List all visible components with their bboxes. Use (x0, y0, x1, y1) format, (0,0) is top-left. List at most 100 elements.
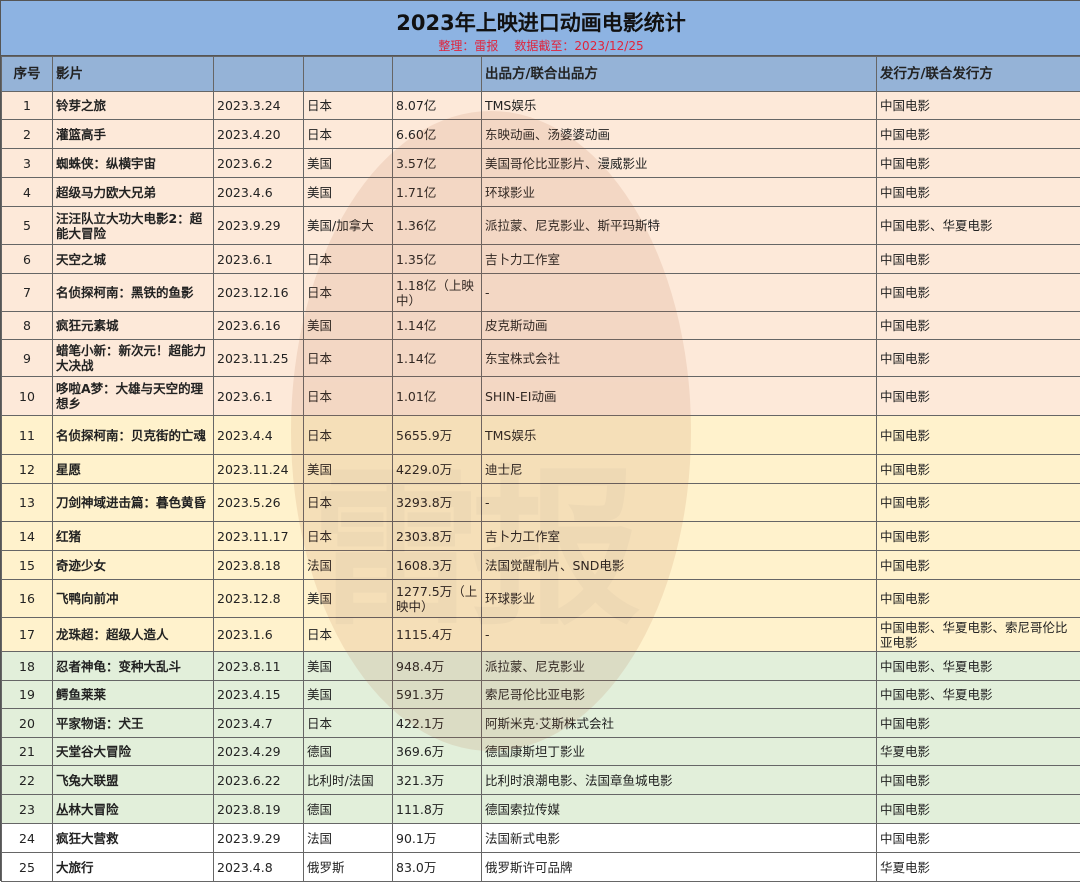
cell-film: 天堂谷大冒险 (53, 738, 214, 766)
cell-producer: - (482, 274, 877, 312)
cell-producer: 美国哥伦比亚影片、漫威影业 (482, 149, 877, 178)
cell-date: 2023.11.25 (214, 340, 304, 377)
cell-country: 美国 (304, 455, 393, 484)
cell-distributor: 中国电影 (877, 377, 1080, 416)
cell-distributor: 中国电影 (877, 455, 1080, 484)
cell-film: 疯狂大营救 (53, 824, 214, 853)
cell-producer: 皮克斯动画 (482, 312, 877, 340)
cell-film: 汪汪队立大功大电影2：超能大冒险 (53, 207, 214, 245)
cell-no: 11 (2, 416, 53, 455)
header-box-office (393, 57, 482, 92)
cell-country: 日本 (304, 709, 393, 738)
cell-distributor: 中国电影 (877, 522, 1080, 551)
cell-distributor: 中国电影 (877, 178, 1080, 207)
cell-producer: 派拉蒙、尼克影业 (482, 652, 877, 681)
cell-film: 天空之城 (53, 245, 214, 274)
cell-country: 俄罗斯 (304, 853, 393, 882)
cell-distributor: 中国电影 (877, 416, 1080, 455)
column-header-row: 序号 影片 出品方/联合出品方 发行方/联合发行方 (2, 57, 1080, 92)
cell-country: 日本 (304, 245, 393, 274)
cell-no: 24 (2, 824, 53, 853)
cell-box-office: 1.36亿 (393, 207, 482, 245)
sheet-header: 2023年上映进口动画电影统计 整理：雷报数据截至：2023/12/25 (1, 1, 1080, 56)
cell-producer: 环球影业 (482, 178, 877, 207)
cell-box-office: 369.6万 (393, 738, 482, 766)
header-country (304, 57, 393, 92)
cell-box-office: 1.18亿（上映中） (393, 274, 482, 312)
cell-country: 美国 (304, 681, 393, 709)
cell-date: 2023.8.11 (214, 652, 304, 681)
cell-producer: 德国康斯坦丁影业 (482, 738, 877, 766)
cell-box-office: 90.1万 (393, 824, 482, 853)
cell-producer: TMS娱乐 (482, 92, 877, 120)
cell-box-office: 1.14亿 (393, 340, 482, 377)
cell-distributor: 华夏电影 (877, 853, 1080, 882)
cell-no: 23 (2, 795, 53, 824)
cell-no: 10 (2, 377, 53, 416)
cell-date: 2023.6.22 (214, 766, 304, 795)
cell-no: 21 (2, 738, 53, 766)
cell-box-office: 3293.8万 (393, 484, 482, 522)
cell-country: 日本 (304, 522, 393, 551)
cell-country: 美国 (304, 580, 393, 618)
cell-film: 名侦探柯南：贝克街的亡魂 (53, 416, 214, 455)
cell-film: 龙珠超：超级人造人 (53, 618, 214, 652)
cell-no: 16 (2, 580, 53, 618)
cell-date: 2023.12.8 (214, 580, 304, 618)
cell-film: 灌篮高手 (53, 120, 214, 149)
cell-film: 蜘蛛侠：纵横宇宙 (53, 149, 214, 178)
cell-distributor: 中国电影、华夏电影 (877, 207, 1080, 245)
header-distributor: 发行方/联合发行方 (877, 57, 1080, 92)
cell-producer: 俄罗斯许可品牌 (482, 853, 877, 882)
cell-producer: 派拉蒙、尼克影业、斯平玛斯特 (482, 207, 877, 245)
cell-no: 12 (2, 455, 53, 484)
cell-date: 2023.1.6 (214, 618, 304, 652)
cell-box-office: 111.8万 (393, 795, 482, 824)
cell-box-office: 3.57亿 (393, 149, 482, 178)
cell-producer: 东宝株式会社 (482, 340, 877, 377)
cell-country: 日本 (304, 377, 393, 416)
cell-producer: 迪士尼 (482, 455, 877, 484)
cell-country: 美国 (304, 652, 393, 681)
cell-date: 2023.8.19 (214, 795, 304, 824)
cell-box-office: 1115.4万 (393, 618, 482, 652)
cell-no: 8 (2, 312, 53, 340)
cell-country: 日本 (304, 340, 393, 377)
cell-no: 15 (2, 551, 53, 580)
cell-box-office: 1.71亿 (393, 178, 482, 207)
cell-date: 2023.6.16 (214, 312, 304, 340)
cell-producer: 东映动画、汤婆婆动画 (482, 120, 877, 149)
cell-box-office: 1608.3万 (393, 551, 482, 580)
cell-country: 日本 (304, 92, 393, 120)
cell-distributor: 中国电影 (877, 312, 1080, 340)
cell-box-office: 4229.0万 (393, 455, 482, 484)
cell-no: 3 (2, 149, 53, 178)
cell-distributor: 中国电影、华夏电影、索尼哥伦比亚电影 (877, 618, 1080, 652)
cell-no: 22 (2, 766, 53, 795)
cell-producer: 比利时浪潮电影、法国章鱼城电影 (482, 766, 877, 795)
cell-producer: SHIN-EI动画 (482, 377, 877, 416)
cell-film: 飞兔大联盟 (53, 766, 214, 795)
cell-no: 18 (2, 652, 53, 681)
cell-no: 5 (2, 207, 53, 245)
cell-producer: 吉卜力工作室 (482, 245, 877, 274)
cell-country: 美国 (304, 178, 393, 207)
cell-date: 2023.6.1 (214, 245, 304, 274)
header-film: 影片 (53, 57, 214, 92)
cell-distributor: 中国电影 (877, 580, 1080, 618)
cell-date: 2023.4.8 (214, 853, 304, 882)
cell-film: 飞鸭向前冲 (53, 580, 214, 618)
